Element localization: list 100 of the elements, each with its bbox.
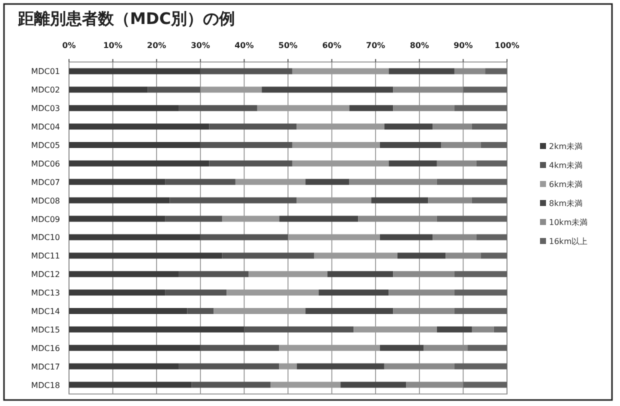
y-tick-label: MDC02 bbox=[31, 86, 60, 95]
bar bbox=[69, 308, 188, 314]
legend-label: 4km未満 bbox=[549, 161, 583, 170]
bar bbox=[454, 363, 507, 370]
legend-label: 8km未満 bbox=[549, 199, 583, 208]
bar bbox=[279, 363, 297, 370]
bar bbox=[178, 363, 280, 370]
legend-label: 2km未満 bbox=[549, 142, 583, 151]
bar bbox=[454, 308, 507, 314]
bar bbox=[200, 86, 262, 93]
bar bbox=[296, 197, 372, 204]
bar bbox=[306, 178, 350, 185]
bar bbox=[209, 160, 292, 166]
bar bbox=[380, 344, 424, 351]
bar bbox=[318, 290, 389, 296]
bar bbox=[69, 252, 222, 259]
bar bbox=[69, 86, 148, 93]
bar bbox=[222, 252, 314, 259]
legend-label: 10km未満 bbox=[549, 218, 588, 227]
x-tick-label: 60% bbox=[322, 41, 342, 50]
x-tick-label: 90% bbox=[454, 41, 473, 50]
bar bbox=[314, 252, 398, 259]
bar bbox=[200, 234, 288, 240]
x-tick-label: 70% bbox=[366, 41, 386, 50]
y-tick-label: MDC08 bbox=[31, 196, 60, 206]
bar bbox=[349, 105, 394, 112]
bar bbox=[214, 308, 306, 314]
bar bbox=[292, 160, 389, 166]
bar bbox=[69, 290, 166, 296]
legend-label: 6km未満 bbox=[549, 180, 583, 189]
bar bbox=[69, 216, 166, 222]
bar bbox=[463, 86, 507, 93]
y-tick-label: MDC18 bbox=[31, 380, 60, 390]
bar bbox=[69, 271, 178, 278]
bar bbox=[468, 344, 507, 351]
bar bbox=[69, 197, 170, 204]
bar bbox=[292, 68, 389, 74]
x-tick-label: 30% bbox=[190, 41, 210, 50]
bar bbox=[69, 363, 178, 370]
bar bbox=[292, 142, 380, 148]
bar bbox=[148, 86, 200, 93]
y-tick-label: MDC16 bbox=[31, 344, 60, 353]
bar bbox=[476, 234, 507, 240]
y-tick-label: MDC14 bbox=[31, 307, 60, 316]
bar bbox=[380, 234, 433, 240]
bar bbox=[165, 178, 236, 185]
bar bbox=[165, 290, 227, 296]
y-tick-label: MDC01 bbox=[31, 67, 60, 76]
bar bbox=[296, 124, 384, 130]
bar bbox=[485, 68, 507, 74]
bar bbox=[200, 68, 292, 74]
bar bbox=[296, 363, 384, 370]
bar bbox=[187, 308, 214, 314]
bar bbox=[69, 68, 200, 74]
x-tick-label: 100% bbox=[494, 41, 520, 50]
bar bbox=[222, 216, 280, 222]
bar bbox=[69, 234, 200, 240]
y-tick-label: MDC07 bbox=[31, 178, 60, 187]
y-tick-label: MDC05 bbox=[31, 141, 60, 150]
y-tick-label: MDC03 bbox=[31, 104, 60, 114]
bar bbox=[244, 326, 354, 332]
bar bbox=[170, 197, 297, 204]
chart-title: 距離別患者数（MDC別）の例 bbox=[17, 9, 235, 28]
legend-label: 16km以上 bbox=[549, 237, 588, 246]
y-tick-label: MDC13 bbox=[31, 288, 60, 298]
bar bbox=[178, 105, 258, 112]
bar bbox=[371, 197, 428, 204]
bar bbox=[200, 344, 280, 351]
y-tick-label: MDC04 bbox=[31, 122, 60, 132]
y-tick-label: MDC17 bbox=[31, 362, 60, 372]
bar bbox=[262, 86, 394, 93]
bar bbox=[436, 178, 507, 185]
bar bbox=[472, 197, 507, 204]
bar bbox=[235, 178, 306, 185]
bar bbox=[192, 382, 270, 388]
bar bbox=[463, 382, 507, 388]
bar bbox=[226, 290, 319, 296]
x-tick-label: 20% bbox=[147, 41, 166, 50]
bar bbox=[257, 105, 350, 112]
bar bbox=[388, 68, 454, 74]
bar bbox=[472, 124, 507, 130]
y-tick-label: MDC12 bbox=[31, 270, 60, 280]
bar bbox=[480, 142, 507, 148]
bar bbox=[69, 142, 200, 148]
bar bbox=[398, 252, 446, 259]
bar bbox=[69, 178, 166, 185]
bar bbox=[69, 344, 200, 351]
y-tick-label: MDC11 bbox=[31, 252, 60, 261]
bar bbox=[436, 326, 472, 332]
x-tick-label: 0% bbox=[62, 41, 76, 50]
y-tick-label: MDC15 bbox=[31, 325, 60, 334]
bar bbox=[288, 234, 380, 240]
bar bbox=[69, 382, 192, 388]
bar bbox=[327, 271, 394, 278]
bar bbox=[380, 142, 442, 148]
x-tick-label: 10% bbox=[103, 41, 122, 50]
bar bbox=[480, 252, 507, 259]
bar bbox=[69, 124, 210, 130]
bar bbox=[476, 160, 507, 166]
bar bbox=[494, 326, 507, 332]
